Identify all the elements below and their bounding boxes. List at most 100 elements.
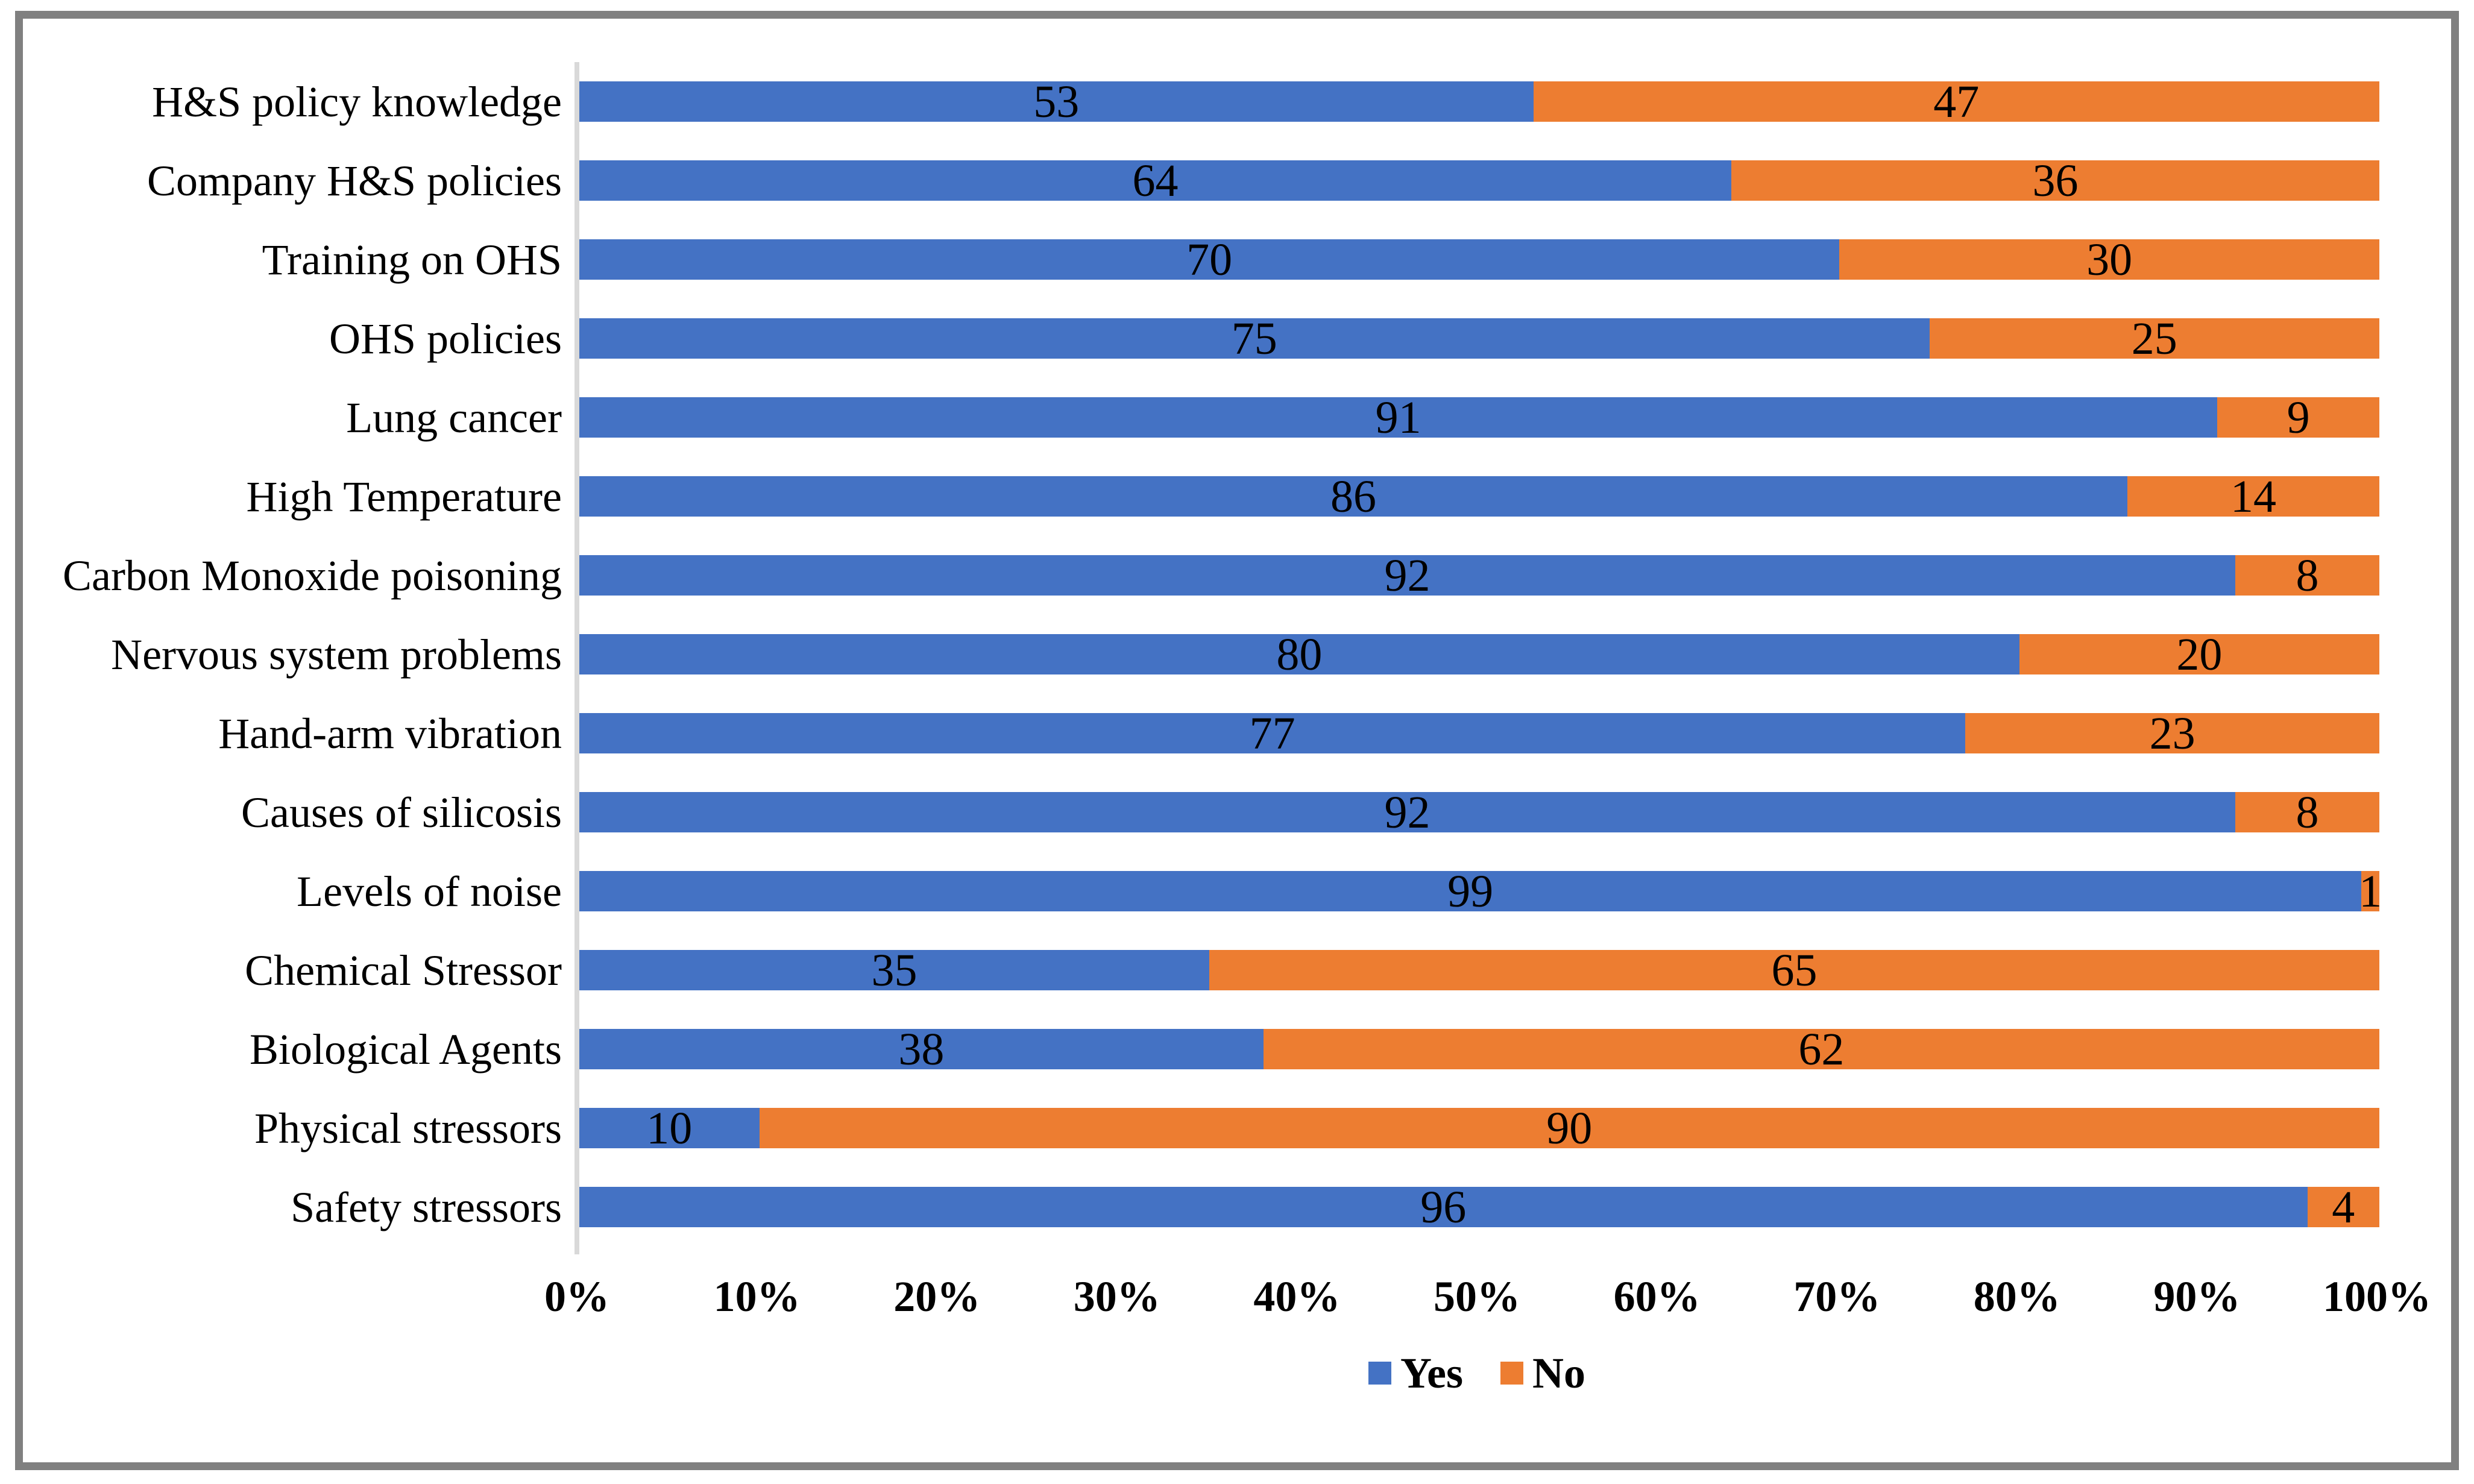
- bar-track: 99 1: [579, 866, 2382, 917]
- no-value-label: 30: [2086, 234, 2133, 285]
- no-segment: 8: [2235, 787, 2379, 838]
- bar-row: Causes of silicosis 92 8: [0, 773, 2387, 852]
- no-segment: 30: [1839, 234, 2379, 285]
- category-label: Lung cancer: [346, 393, 562, 442]
- category-label: H&S policy knowledge: [152, 77, 562, 126]
- yes-segment: 77: [579, 708, 1966, 759]
- bar-track: 70 30: [579, 234, 2379, 285]
- x-tick-label: 100%: [2323, 1272, 2431, 1321]
- legend-item-yes: Yes: [1368, 1351, 1463, 1395]
- bar-track: 92 8: [579, 787, 2379, 838]
- category-label: Carbon Monoxide poisoning: [63, 551, 562, 600]
- yes-segment: 35: [579, 945, 1210, 996]
- yes-value-label: 96: [1420, 1181, 1467, 1233]
- legend-swatch-yes: [1368, 1362, 1391, 1385]
- x-tick-label: 10%: [713, 1272, 801, 1321]
- no-segment: 65: [1209, 948, 2379, 993]
- bar-track: 75 25: [579, 313, 2379, 364]
- no-segment: 20: [2019, 632, 2379, 678]
- category-label: OHS policies: [329, 314, 562, 363]
- bar-row: Carbon Monoxide poisoning 92 8: [0, 536, 2387, 615]
- no-value-label: 47: [1933, 76, 1980, 127]
- bar-row: High Temperature 86 14: [0, 457, 2387, 536]
- no-value-label: 9: [2287, 392, 2310, 443]
- x-tick-label: 40%: [1253, 1272, 1341, 1321]
- no-segment: 9: [2217, 392, 2379, 443]
- no-value-label: 36: [2032, 155, 2079, 206]
- no-segment: 1: [2359, 866, 2382, 917]
- bar-row: Nervous system problems 80 20: [0, 615, 2387, 694]
- x-tick-label: 20%: [893, 1272, 981, 1321]
- no-value-label: 1: [2359, 866, 2382, 917]
- bar-row: H&S policy knowledge 53 47: [0, 62, 2387, 141]
- bar-row: Physical stressors 10 90: [0, 1089, 2387, 1168]
- category-label: Company H&S policies: [147, 156, 562, 205]
- x-tick-label: 70%: [1793, 1272, 1881, 1321]
- no-value-label: 62: [1798, 1023, 1845, 1075]
- bar-track: 96 4: [579, 1181, 2379, 1233]
- yes-value-label: 77: [1249, 708, 1295, 759]
- category-label: Biological Agents: [250, 1025, 562, 1074]
- yes-segment: 70: [579, 234, 1840, 285]
- legend: Yes No: [577, 1351, 2377, 1395]
- yes-value-label: 99: [1447, 866, 1494, 917]
- yes-segment: 92: [579, 787, 2236, 838]
- no-segment: 36: [1731, 155, 2379, 206]
- yes-value-label: 10: [646, 1102, 693, 1154]
- yes-segment: 53: [579, 79, 1534, 125]
- no-value-label: 25: [2131, 313, 2177, 364]
- category-label: Physical stressors: [254, 1104, 562, 1152]
- no-segment: 8: [2235, 553, 2379, 599]
- no-segment: 25: [1929, 313, 2379, 364]
- bar-track: 10 90: [579, 1102, 2379, 1154]
- x-tick-label: 30%: [1073, 1272, 1160, 1321]
- bar-track: 86 14: [579, 471, 2379, 522]
- bar-track: 77 23: [579, 708, 2379, 759]
- yes-segment: 75: [579, 313, 1930, 364]
- bar-row: Hand-arm vibration 77 23: [0, 694, 2387, 773]
- yes-value-label: 70: [1186, 234, 1233, 285]
- category-label: Nervous system problems: [111, 630, 562, 679]
- category-label: Chemical Stressor: [245, 946, 562, 995]
- no-value-label: 20: [2176, 629, 2223, 680]
- legend-item-no: No: [1500, 1351, 1585, 1395]
- no-segment: 14: [2127, 471, 2379, 522]
- x-tick-label: 80%: [1973, 1272, 2060, 1321]
- bar-track: 38 62: [579, 1023, 2379, 1075]
- no-segment: 90: [759, 1102, 2379, 1154]
- bar-track: 91 9: [579, 392, 2379, 443]
- category-label: Training on OHS: [262, 235, 562, 284]
- no-segment: 23: [1965, 711, 2379, 756]
- x-tick-label: 50%: [1434, 1272, 1520, 1321]
- yes-segment: 64: [579, 158, 1732, 204]
- bar-track: 53 47: [579, 76, 2379, 127]
- yes-value-label: 80: [1276, 629, 1323, 680]
- category-label: Causes of silicosis: [241, 788, 562, 837]
- bar-row: Company H&S policies 64 36: [0, 141, 2387, 220]
- bar-row: Lung cancer 91 9: [0, 378, 2387, 457]
- bar-track: 35 65: [579, 945, 2379, 996]
- bar-row: OHS policies 75 25: [0, 299, 2387, 378]
- no-value-label: 90: [1546, 1102, 1593, 1154]
- bar-track: 92 8: [579, 553, 2379, 599]
- no-value-label: 4: [2332, 1181, 2355, 1233]
- yes-value-label: 92: [1384, 787, 1431, 838]
- x-tick-label: 90%: [2153, 1272, 2241, 1321]
- yes-segment: 91: [579, 395, 2218, 441]
- yes-value-label: 35: [871, 945, 918, 996]
- legend-label-no: No: [1532, 1349, 1585, 1397]
- bar-track: 64 36: [579, 155, 2379, 206]
- legend-swatch-no: [1500, 1362, 1523, 1385]
- bar-row: Training on OHS 70 30: [0, 220, 2387, 299]
- no-segment: 47: [1533, 76, 2379, 127]
- no-value-label: 14: [2230, 471, 2276, 522]
- no-value-label: 8: [2296, 787, 2319, 838]
- category-label: Levels of noise: [297, 867, 562, 916]
- bar-row: Biological Agents 38 62: [0, 1010, 2387, 1089]
- yes-segment: 86: [579, 474, 2127, 520]
- yes-segment: 99: [579, 866, 2362, 917]
- x-axis: 0% 10% 20% 30% 40% 50% 60% 70% 80% 90% 100%: [544, 1272, 2431, 1330]
- category-label: Safety stressors: [291, 1183, 562, 1231]
- yes-value-label: 75: [1231, 313, 1277, 364]
- x-tick-label: 60%: [1613, 1272, 1701, 1321]
